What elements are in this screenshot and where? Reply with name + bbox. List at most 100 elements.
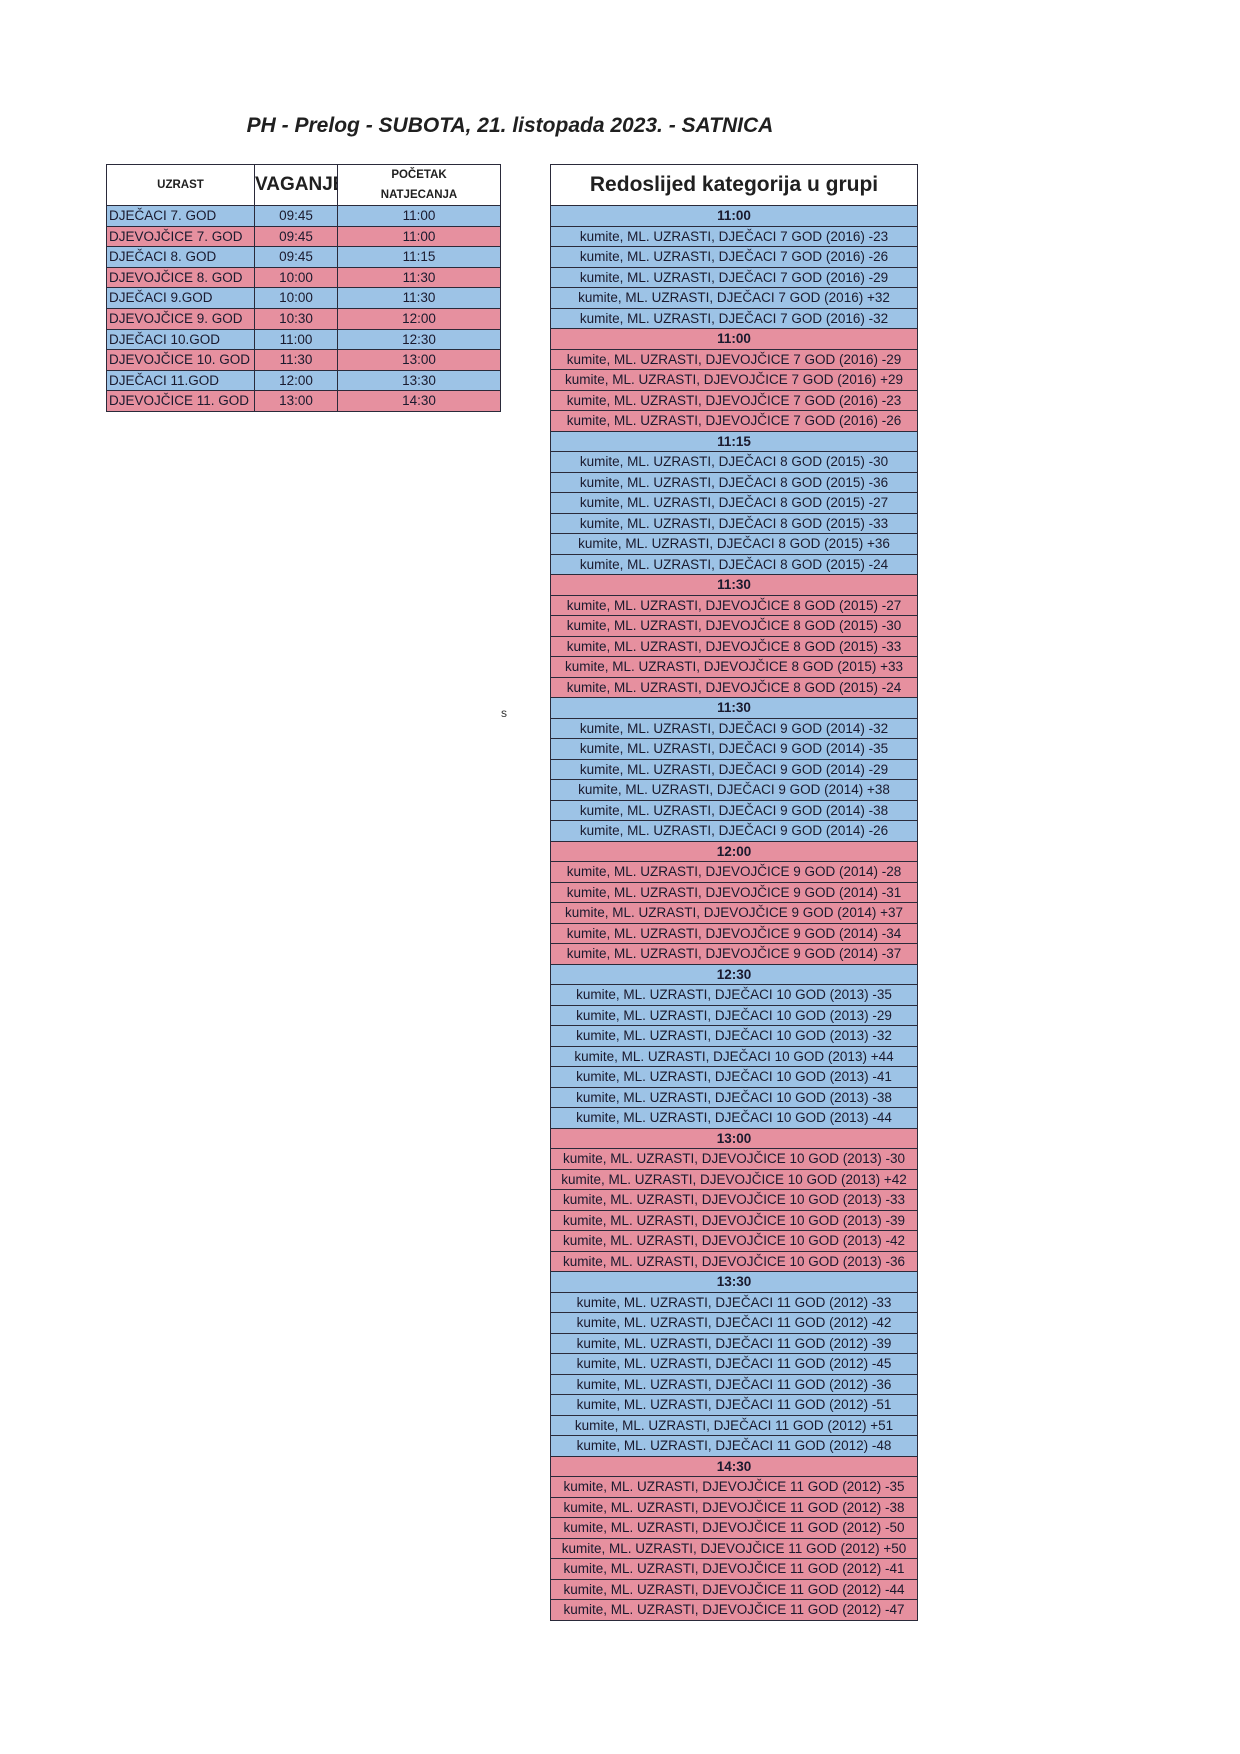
category-row: kumite, ML. UZRASTI, DJEČACI 11 GOD (201… — [550, 1394, 918, 1416]
category-label: kumite, ML. UZRASTI, DJEČACI 7 GOD (2016… — [550, 246, 918, 268]
category-label: kumite, ML. UZRASTI, DJEVOJČICE 10 GOD (… — [550, 1168, 918, 1190]
age-cell: DJEČACI 7. GOD — [106, 205, 255, 227]
category-time-row: 11:15 — [550, 430, 918, 452]
category-time: 11:00 — [550, 328, 918, 350]
category-row: kumite, ML. UZRASTI, DJEČACI 8 GOD (2015… — [550, 471, 918, 493]
category-label: kumite, ML. UZRASTI, DJEČACI 11 GOD (201… — [550, 1353, 918, 1375]
category-row: kumite, ML. UZRASTI, DJEVOJČICE 10 GOD (… — [550, 1230, 918, 1252]
stray-mark: s — [501, 706, 507, 720]
schedule-row: DJEČACI 9.GOD 10:00 11:30 — [106, 287, 501, 309]
category-row: kumite, ML. UZRASTI, DJEVOJČICE 10 GOD (… — [550, 1148, 918, 1170]
category-label: kumite, ML. UZRASTI, DJEČACI 7 GOD (2016… — [550, 225, 918, 247]
category-row: kumite, ML. UZRASTI, DJEČACI 8 GOD (2015… — [550, 512, 918, 534]
category-row: kumite, ML. UZRASTI, DJEVOJČICE 10 GOD (… — [550, 1209, 918, 1231]
category-row: kumite, ML. UZRASTI, DJEVOJČICE 10 GOD (… — [550, 1250, 918, 1272]
schedule-row: DJEVOJČICE 8. GOD 10:00 11:30 — [106, 266, 501, 289]
schedule-row: DJEVOJČICE 10. GOD 11:30 13:00 — [106, 349, 501, 371]
category-row: kumite, ML. UZRASTI, DJEČACI 10 GOD (201… — [550, 1107, 918, 1129]
category-row: kumite, ML. UZRASTI, DJEČACI 8 GOD (2015… — [550, 533, 918, 555]
category-label: kumite, ML. UZRASTI, DJEVOJČICE 11 GOD (… — [550, 1599, 918, 1621]
category-label: kumite, ML. UZRASTI, DJEVOJČICE 11 GOD (… — [550, 1578, 918, 1600]
age-header: UZRAST — [106, 164, 255, 206]
category-time-row: 12:30 — [550, 963, 918, 985]
category-label: kumite, ML. UZRASTI, DJEVOJČICE 11 GOD (… — [550, 1496, 918, 1518]
category-label: kumite, ML. UZRASTI, DJEVOJČICE 8 GOD (2… — [550, 676, 918, 698]
category-row: kumite, ML. UZRASTI, DJEČACI 7 GOD (2016… — [550, 266, 918, 288]
category-label: kumite, ML. UZRASTI, DJEVOJČICE 11 GOD (… — [550, 1476, 918, 1498]
category-time: 11:15 — [550, 430, 918, 452]
category-row: kumite, ML. UZRASTI, DJEČACI 9 GOD (2014… — [550, 779, 918, 801]
category-row: kumite, ML. UZRASTI, DJEČACI 9 GOD (2014… — [550, 738, 918, 760]
categories-header: Redoslijed kategorija u grupi — [550, 164, 918, 206]
schedule-row: DJEVOJČICE 9. GOD 10:30 12:00 — [106, 307, 501, 330]
category-label: kumite, ML. UZRASTI, DJEVOJČICE 9 GOD (2… — [550, 861, 918, 883]
category-row: kumite, ML. UZRASTI, DJEČACI 10 GOD (201… — [550, 1066, 918, 1088]
weigh-in-cell: 10:00 — [254, 266, 338, 289]
category-label: kumite, ML. UZRASTI, DJEVOJČICE 11 GOD (… — [550, 1517, 918, 1539]
category-row: kumite, ML. UZRASTI, DJEVOJČICE 7 GOD (2… — [550, 410, 918, 432]
category-row: kumite, ML. UZRASTI, DJEČACI 10 GOD (201… — [550, 1025, 918, 1047]
category-row: kumite, ML. UZRASTI, DJEČACI 7 GOD (2016… — [550, 225, 918, 247]
category-label: kumite, ML. UZRASTI, DJEVOJČICE 10 GOD (… — [550, 1230, 918, 1252]
category-row: kumite, ML. UZRASTI, DJEČACI 10 GOD (201… — [550, 1004, 918, 1026]
category-time-row: 12:00 — [550, 840, 918, 862]
category-row: kumite, ML. UZRASTI, DJEČACI 11 GOD (201… — [550, 1291, 918, 1313]
category-row: kumite, ML. UZRASTI, DJEČACI 9 GOD (2014… — [550, 758, 918, 780]
category-time: 12:00 — [550, 840, 918, 862]
category-label: kumite, ML. UZRASTI, DJEČACI 10 GOD (201… — [550, 984, 918, 1006]
category-row: kumite, ML. UZRASTI, DJEČACI 11 GOD (201… — [550, 1332, 918, 1354]
category-row: kumite, ML. UZRASTI, DJEVOJČICE 7 GOD (2… — [550, 348, 918, 370]
category-label: kumite, ML. UZRASTI, DJEVOJČICE 9 GOD (2… — [550, 881, 918, 903]
category-label: kumite, ML. UZRASTI, DJEČACI 8 GOD (2015… — [550, 492, 918, 514]
category-label: kumite, ML. UZRASTI, DJEVOJČICE 7 GOD (2… — [550, 369, 918, 391]
age-cell: DJEVOJČICE 7. GOD — [106, 225, 255, 248]
start-header-line1: POČETAK — [391, 169, 447, 181]
category-time-row: 11:00 — [550, 205, 918, 227]
category-time: 13:30 — [550, 1271, 918, 1293]
category-row: kumite, ML. UZRASTI, DJEVOJČICE 9 GOD (2… — [550, 861, 918, 883]
category-time: 11:30 — [550, 697, 918, 719]
category-row: kumite, ML. UZRASTI, DJEVOJČICE 8 GOD (2… — [550, 594, 918, 616]
category-label: kumite, ML. UZRASTI, DJEVOJČICE 10 GOD (… — [550, 1209, 918, 1231]
category-label: kumite, ML. UZRASTI, DJEČACI 11 GOD (201… — [550, 1414, 918, 1436]
category-label: kumite, ML. UZRASTI, DJEČACI 11 GOD (201… — [550, 1373, 918, 1395]
category-label: kumite, ML. UZRASTI, DJEČACI 9 GOD (2014… — [550, 799, 918, 821]
category-label: kumite, ML. UZRASTI, DJEVOJČICE 8 GOD (2… — [550, 594, 918, 616]
weigh-in-cell: 09:45 — [254, 225, 338, 248]
category-label: kumite, ML. UZRASTI, DJEČACI 10 GOD (201… — [550, 1107, 918, 1129]
category-time-row: 14:30 — [550, 1455, 918, 1477]
category-row: kumite, ML. UZRASTI, DJEČACI 7 GOD (2016… — [550, 287, 918, 309]
category-row: kumite, ML. UZRASTI, DJEVOJČICE 8 GOD (2… — [550, 615, 918, 637]
age-cell: DJEČACI 10.GOD — [106, 328, 255, 351]
category-row: kumite, ML. UZRASTI, DJEVOJČICE 9 GOD (2… — [550, 943, 918, 965]
category-row: kumite, ML. UZRASTI, DJEČACI 9 GOD (2014… — [550, 717, 918, 739]
category-label: kumite, ML. UZRASTI, DJEČACI 9 GOD (2014… — [550, 820, 918, 842]
start-cell: 11:15 — [337, 246, 501, 268]
start-cell: 13:00 — [337, 349, 501, 371]
start-header: POČETAK NATJECANJA — [337, 164, 501, 206]
category-row: kumite, ML. UZRASTI, DJEVOJČICE 10 GOD (… — [550, 1168, 918, 1190]
category-label: kumite, ML. UZRASTI, DJEČACI 10 GOD (201… — [550, 1045, 918, 1067]
category-row: kumite, ML. UZRASTI, DJEVOJČICE 11 GOD (… — [550, 1537, 918, 1559]
category-row: kumite, ML. UZRASTI, DJEVOJČICE 8 GOD (2… — [550, 676, 918, 698]
category-row: kumite, ML. UZRASTI, DJEVOJČICE 11 GOD (… — [550, 1558, 918, 1580]
category-row: kumite, ML. UZRASTI, DJEČACI 11 GOD (201… — [550, 1435, 918, 1457]
category-label: kumite, ML. UZRASTI, DJEVOJČICE 9 GOD (2… — [550, 902, 918, 924]
category-row: kumite, ML. UZRASTI, DJEVOJČICE 8 GOD (2… — [550, 656, 918, 678]
category-time-row: 13:30 — [550, 1271, 918, 1293]
schedule-row: DJEČACI 10.GOD 11:00 12:30 — [106, 328, 501, 351]
category-label: kumite, ML. UZRASTI, DJEVOJČICE 10 GOD (… — [550, 1189, 918, 1211]
schedule-row: DJEČACI 8. GOD 09:45 11:15 — [106, 246, 501, 268]
category-label: kumite, ML. UZRASTI, DJEČACI 7 GOD (2016… — [550, 307, 918, 329]
category-label: kumite, ML. UZRASTI, DJEČACI 9 GOD (2014… — [550, 758, 918, 780]
schedule-header-row: UZRAST VAGANJE POČETAK NATJECANJA — [106, 164, 501, 206]
category-label: kumite, ML. UZRASTI, DJEVOJČICE 10 GOD (… — [550, 1148, 918, 1170]
category-row: kumite, ML. UZRASTI, DJEVOJČICE 8 GOD (2… — [550, 635, 918, 657]
category-row: kumite, ML. UZRASTI, DJEČACI 8 GOD (2015… — [550, 451, 918, 473]
schedule-body: DJEČACI 7. GOD 09:45 11:00 DJEVOJČICE 7. GO… — [106, 205, 501, 412]
category-row: kumite, ML. UZRASTI, DJEVOJČICE 11 GOD (… — [550, 1578, 918, 1600]
category-time: 11:00 — [550, 205, 918, 227]
schedule-row: DJEČACI 11.GOD 12:00 13:30 — [106, 369, 501, 392]
category-row: kumite, ML. UZRASTI, DJEČACI 10 GOD (201… — [550, 1045, 918, 1067]
weigh-in-cell: 09:45 — [254, 205, 338, 227]
